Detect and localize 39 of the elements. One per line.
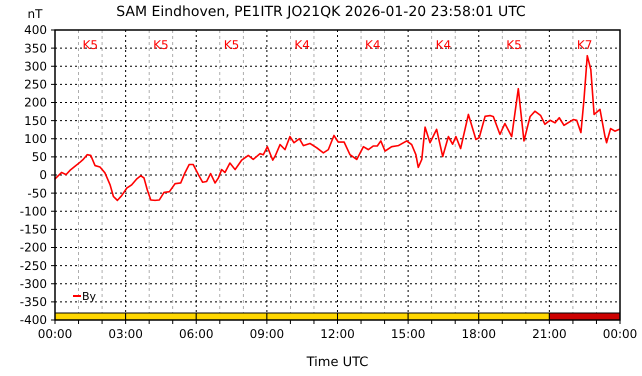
y-tick-label: -150 — [20, 222, 47, 237]
y-tick-label: -350 — [20, 295, 47, 310]
x-tick-label: 15:00 — [390, 327, 426, 341]
y-tick-label: -100 — [20, 204, 47, 218]
y-tick-label: -300 — [20, 276, 47, 291]
y-tick-label: 0 — [39, 168, 47, 182]
annotation: K4 — [436, 38, 452, 52]
annotation: K5 — [82, 38, 98, 52]
x-tick-label: 21:00 — [532, 327, 567, 341]
annotation: K4 — [365, 38, 381, 52]
x-tick-label: 12:00 — [320, 327, 355, 341]
line-series — [54, 54, 620, 202]
y-tick-label: -250 — [20, 258, 47, 273]
y-tick-label: 400 — [24, 23, 47, 38]
y-tick-label: -200 — [20, 240, 47, 255]
y-tick-label: -400 — [20, 313, 47, 328]
y-tick-label: 350 — [24, 41, 47, 56]
x-tick-label: 03:00 — [108, 327, 143, 341]
annotation: K5 — [506, 38, 522, 52]
annotation: K5 — [224, 38, 240, 52]
x-tick-label: 18:00 — [461, 327, 496, 341]
y-tick-label: -50 — [27, 186, 47, 200]
y-tick-label: 200 — [24, 96, 47, 110]
y-tick-label: 150 — [24, 114, 47, 128]
annotation: K4 — [294, 38, 310, 52]
annotation: K7 — [576, 38, 592, 52]
y-tick-label: 100 — [24, 132, 47, 146]
x-tick-label: 06:00 — [178, 327, 214, 341]
legend-label: By — [82, 290, 97, 303]
y-tick-label: 50 — [32, 150, 47, 164]
x-axis-title: Time UTC — [306, 355, 368, 370]
y-tick-label: 250 — [24, 78, 47, 92]
x-tick-label: 00:00 — [602, 327, 638, 341]
y-axis-title: nT — [28, 7, 44, 21]
annotation: K5 — [153, 38, 169, 52]
x-tick-label: 09:00 — [250, 327, 284, 341]
chart-title: SAM Eindhoven, PE1ITR JO21QK 2026-01-20 23:58:01 UTC — [116, 4, 526, 20]
x-tick-label: 00:00 — [38, 327, 72, 341]
y-tick-label: 300 — [24, 59, 47, 74]
